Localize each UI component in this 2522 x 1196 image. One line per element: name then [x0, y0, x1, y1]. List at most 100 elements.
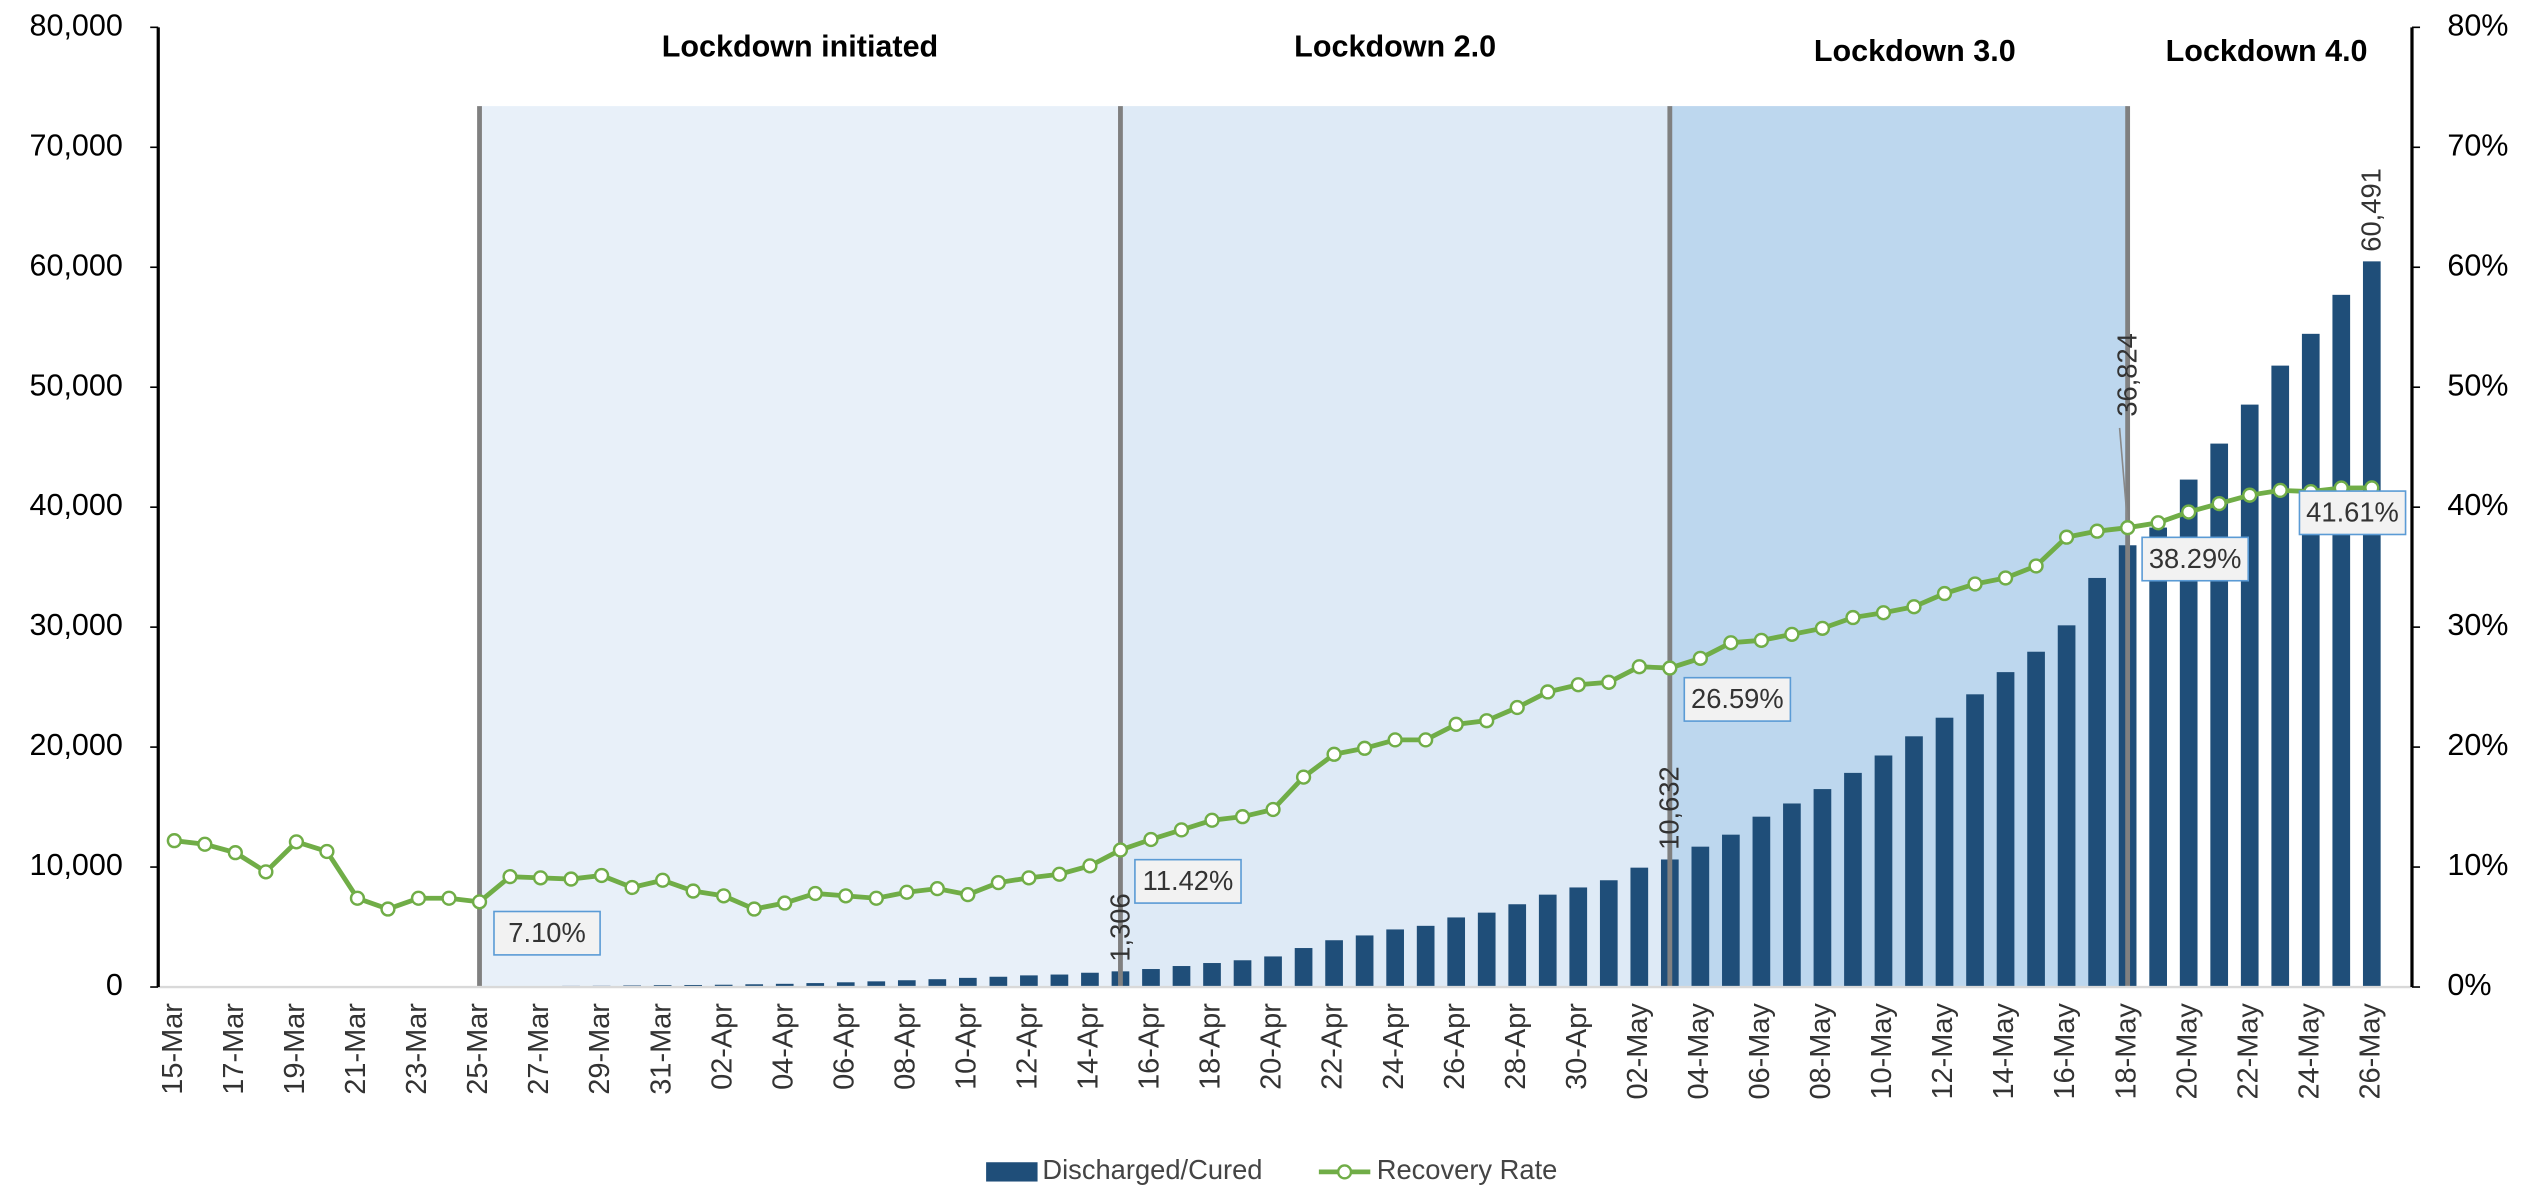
rate-marker	[2181, 504, 2197, 520]
y-tick-label: 40,000	[29, 488, 122, 522]
rate-marker	[2119, 520, 2136, 536]
rate-marker	[1479, 713, 1495, 729]
y2-tick-label: 80%	[2447, 8, 2508, 42]
rate-marker	[593, 867, 610, 884]
rate-marker	[899, 884, 915, 900]
bar	[959, 977, 977, 988]
legend-swatch	[986, 1162, 1038, 1182]
x-tick-label: 24-Apr	[1378, 1003, 1410, 1090]
rate-marker	[1845, 609, 1861, 626]
leader-line	[2118, 427, 2129, 525]
x-tick-label: 08-Apr	[889, 1003, 921, 1090]
rate-marker	[1906, 599, 1922, 615]
bar	[2057, 625, 2076, 988]
bar	[1508, 904, 1527, 988]
x-tick-label: 12-Apr	[1012, 1003, 1044, 1090]
rate-marker	[1570, 677, 1586, 693]
bar	[1813, 789, 1832, 988]
x-tick-label: 30-Apr	[1561, 1003, 1593, 1090]
x-tick-label: 29-Mar	[584, 1003, 616, 1095]
rate-label-box	[1134, 858, 1242, 904]
x-tick-label: 20-Apr	[1256, 1003, 1288, 1090]
bar	[1996, 672, 2015, 988]
phase-band	[479, 106, 1121, 988]
bar-value-label: 10,632	[1654, 766, 1685, 850]
bar	[1386, 929, 1404, 988]
bar	[1569, 887, 1588, 988]
rate-marker	[2211, 495, 2227, 512]
rate-marker	[1631, 659, 1647, 675]
rate-marker	[929, 881, 945, 897]
phase-band	[1120, 106, 1670, 988]
rate-value-label: 7.10%	[508, 917, 585, 948]
rate-marker	[1143, 831, 1159, 848]
bar	[1081, 972, 1099, 988]
bar	[2332, 294, 2351, 988]
bar	[1722, 834, 1740, 988]
x-tick-label: 31-Mar	[645, 1003, 677, 1095]
x-tick-label: 06-May	[1744, 1003, 1776, 1100]
bar	[1844, 772, 1862, 988]
bar	[1142, 969, 1160, 988]
rate-marker	[1875, 605, 1892, 621]
phase-label: Lockdown 4.0	[2166, 34, 2368, 68]
bar	[1020, 975, 1038, 988]
y2-tick-label: 60%	[2447, 248, 2508, 282]
x-tick-label: 14-Apr	[1073, 1003, 1105, 1090]
rate-marker	[288, 834, 305, 850]
bar	[1294, 948, 1313, 988]
x-tick-label: 14-May	[1988, 1003, 2020, 1100]
y2-tick-label: 20%	[2447, 728, 2508, 762]
x-tick-label: 12-May	[1927, 1003, 1959, 1100]
rate-marker	[777, 895, 793, 911]
y-tick-label: 20,000	[29, 728, 122, 762]
x-tick-label: 25-Mar	[462, 1003, 494, 1095]
x-tick-label: 21-Mar	[340, 1003, 372, 1095]
rate-marker	[1265, 801, 1281, 818]
y-tick-label: 80,000	[29, 8, 122, 42]
bar	[2271, 365, 2290, 988]
rate-marker	[2242, 487, 2258, 503]
rate-marker	[1051, 866, 1068, 882]
rate-marker	[1418, 732, 1434, 748]
bar	[1905, 736, 1923, 988]
bar	[1203, 963, 1221, 988]
rate-label-box	[1683, 676, 1792, 722]
x-tick-label: 10-Apr	[950, 1003, 982, 1090]
x-tick-label: 27-Mar	[523, 1003, 555, 1095]
x-tick-label: 22-May	[2232, 1003, 2264, 1100]
y-tick-label: 70,000	[29, 128, 122, 162]
bar	[1966, 694, 1984, 988]
rate-marker	[441, 890, 457, 906]
rate-marker	[868, 890, 884, 906]
bar	[745, 984, 764, 988]
rate-marker	[2089, 523, 2105, 539]
rate-marker	[319, 843, 335, 860]
legend-label: Discharged/Cured	[1042, 1154, 1262, 1185]
bar	[1416, 925, 1435, 988]
bar	[1477, 912, 1496, 988]
rate-marker	[2272, 482, 2288, 499]
rate-marker	[1662, 660, 1678, 676]
x-tick-label: 10-May	[1866, 1003, 1898, 1100]
bar	[1447, 917, 1466, 988]
bar	[1874, 755, 1893, 988]
bar	[1172, 966, 1191, 988]
bar	[1355, 935, 1374, 988]
y-tick-label: 50,000	[29, 368, 122, 402]
x-tick-label: 26-Apr	[1439, 1003, 1471, 1090]
rate-marker	[1356, 740, 1373, 756]
bar-value-label: 36,824	[2111, 333, 2142, 417]
x-tick-label: 18-May	[2110, 1003, 2142, 1100]
x-tick-label: 23-Mar	[401, 1003, 433, 1095]
x-tick-label: 18-Apr	[1195, 1003, 1227, 1090]
phase-label: Lockdown 2.0	[1294, 29, 1496, 63]
x-tick-label: 02-May	[1622, 1003, 1654, 1100]
x-tick-label: 26-May	[2354, 1003, 2386, 1100]
y-tick-label: 10,000	[29, 848, 122, 882]
bar	[1691, 846, 1710, 988]
rate-marker	[1936, 585, 1953, 602]
rate-marker	[1967, 576, 1983, 592]
rate-marker	[1753, 632, 1770, 648]
